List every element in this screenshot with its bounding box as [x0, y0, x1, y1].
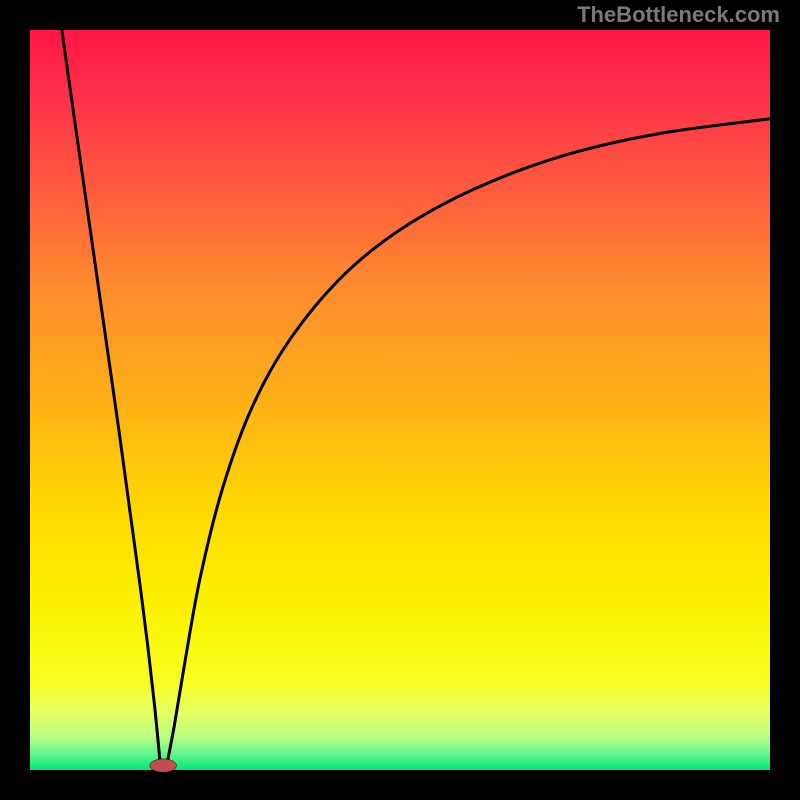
bottleneck-curve [30, 30, 770, 770]
watermark-text: TheBottleneck.com [577, 2, 780, 28]
plot-area [30, 30, 770, 770]
vertex-marker [150, 759, 177, 772]
chart-frame: TheBottleneck.com [0, 0, 800, 800]
